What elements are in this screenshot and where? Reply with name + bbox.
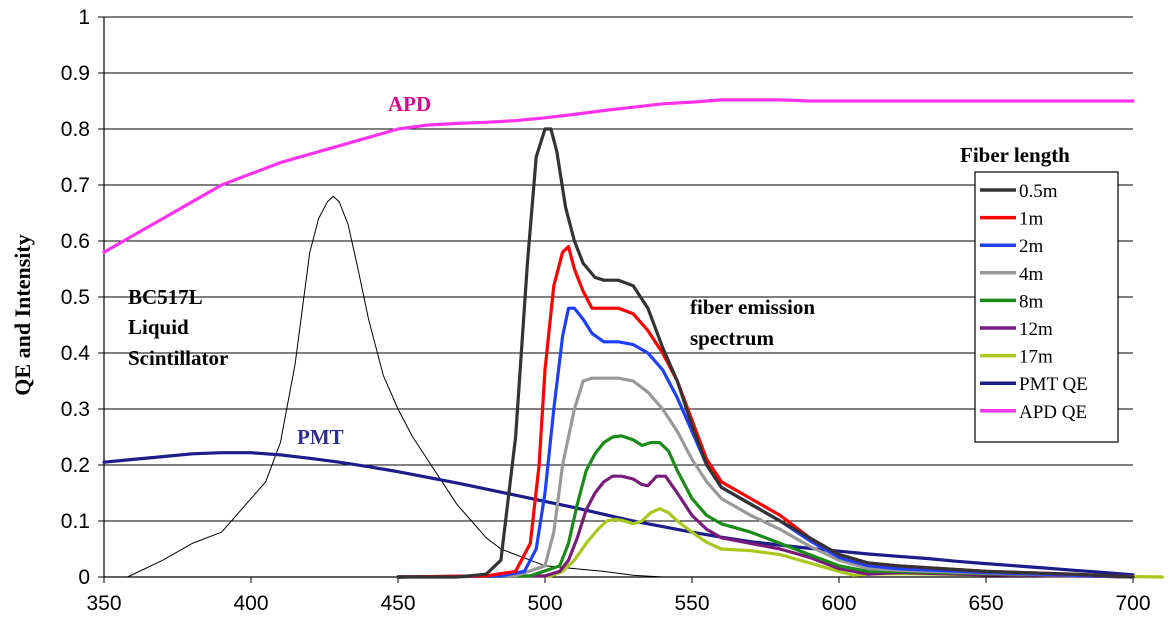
- legend-label: 12m: [1019, 319, 1053, 340]
- legend-title: Fiber length: [960, 143, 1070, 167]
- series-line-12m: [396, 474, 1135, 579]
- legend-label: 8m: [1019, 291, 1044, 312]
- scintillator-emission-line: [127, 195, 663, 578]
- y-tick-label: 0.1: [61, 510, 90, 533]
- pmt-annotation: PMT: [297, 425, 344, 449]
- fiber-emission-annotation-line2: spectrum: [690, 326, 774, 350]
- x-tick-label: 650: [968, 592, 1003, 615]
- scintillator-annotation-line1: BC517L: [128, 285, 203, 309]
- annotations: APD PMT BC517L Liquid Scintillator fiber…: [128, 92, 815, 449]
- y-tick-label: 1: [78, 6, 90, 29]
- series-line-0-5m: [396, 127, 1135, 579]
- x-tick-label: 350: [86, 592, 121, 615]
- legend-label: 17m: [1019, 347, 1053, 368]
- fiber-emission-annotation-line1: fiber emission: [690, 295, 815, 319]
- x-tick-label: 500: [527, 592, 562, 615]
- y-tick-label: 0.7: [61, 174, 90, 197]
- x-tick-label: 550: [674, 592, 709, 615]
- gridlines: [98, 16, 1134, 583]
- legend-items: 0.5m 1m 2m 4m 8m 12m 17m PMT QE APD QE: [980, 181, 1088, 423]
- x-tick-label: 400: [233, 592, 268, 615]
- axes: [103, 17, 1163, 578]
- y-tick-label: 0.6: [61, 230, 90, 253]
- scintillator-annotation-line2: Liquid: [128, 315, 189, 339]
- legend-label: 2m: [1019, 236, 1044, 257]
- y-tick-label: 0: [78, 566, 90, 589]
- y-axis-label: QE and Intensity: [10, 234, 35, 395]
- legend-label: 0.5m: [1019, 181, 1058, 202]
- series-line-apd-qe: [102, 98, 1135, 254]
- x-tick-label: 700: [1115, 592, 1150, 615]
- series-line-4m: [396, 376, 1135, 579]
- series-line-2m: [396, 306, 1135, 579]
- series-line-8m: [396, 434, 1135, 579]
- y-tick-label: 0.2: [61, 454, 90, 477]
- x-tick-label: 600: [821, 592, 856, 615]
- series-line-pmt-qe: [102, 451, 1135, 577]
- x-tick-labels: 350 400 450 500 550 600 650 700: [86, 592, 1150, 615]
- legend-label: 4m: [1019, 264, 1044, 285]
- series-line-17m: [396, 507, 1165, 579]
- y-tick-label: 0.8: [61, 118, 90, 141]
- legend-label: PMT QE: [1019, 374, 1088, 395]
- x-tick-label: 450: [380, 592, 415, 615]
- legend-label: 1m: [1019, 209, 1044, 230]
- y-tick-label: 0.3: [61, 398, 90, 421]
- y-tick-label: 0.9: [61, 62, 90, 85]
- series-lines: [102, 98, 1165, 579]
- legend-label: APD QE: [1019, 402, 1087, 423]
- y-tick-label: 0.4: [61, 342, 91, 365]
- y-tick-label: 0.5: [61, 286, 90, 309]
- apd-annotation: APD: [388, 92, 431, 116]
- y-tick-labels: 0 0.1 0.2 0.3 0.4 0.5 0.6 0.7 0.8 0.9 1: [61, 6, 91, 589]
- scintillator-annotation-line3: Scintillator: [128, 346, 228, 370]
